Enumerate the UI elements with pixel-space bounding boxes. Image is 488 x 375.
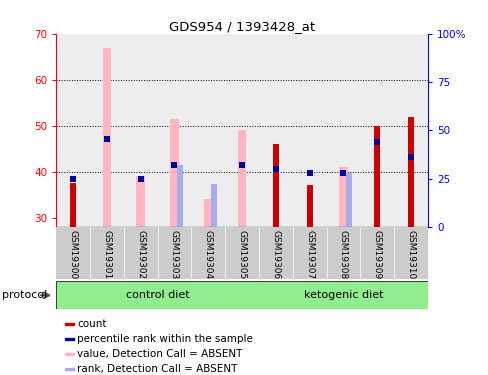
Bar (237, 130, 246, 227)
Bar (259, 227, 292, 279)
Bar (90, 34, 123, 227)
Bar (292, 34, 326, 227)
Text: rank, Detection Call = ABSENT: rank, Detection Call = ABSENT (77, 364, 237, 374)
Bar (203, 199, 212, 227)
Bar (326, 227, 360, 279)
Text: GSM19304: GSM19304 (203, 230, 212, 279)
Bar (65, 323, 74, 326)
Text: GSM19306: GSM19306 (271, 230, 280, 279)
Bar (56, 281, 259, 309)
Bar (393, 227, 427, 279)
Text: protocol: protocol (2, 291, 48, 300)
Bar (360, 34, 393, 227)
Bar (123, 34, 157, 227)
Bar (65, 368, 74, 370)
Bar (65, 353, 74, 355)
Bar (259, 281, 427, 309)
Text: ketogenic diet: ketogenic diet (303, 290, 383, 300)
Bar (259, 34, 292, 227)
Text: GSM19302: GSM19302 (136, 230, 145, 279)
Text: control diet: control diet (125, 290, 189, 300)
Bar (373, 126, 380, 227)
Bar (157, 34, 191, 227)
Bar (70, 183, 76, 227)
Bar (191, 227, 224, 279)
Bar (339, 167, 347, 227)
Bar (360, 227, 393, 279)
Bar (90, 227, 123, 279)
Text: GSM19303: GSM19303 (170, 230, 179, 279)
Text: GSM19310: GSM19310 (406, 230, 415, 279)
Bar (224, 34, 259, 227)
Bar (56, 227, 90, 279)
Bar (407, 117, 413, 227)
Text: count: count (77, 319, 106, 329)
Title: GDS954 / 1393428_at: GDS954 / 1393428_at (169, 20, 314, 33)
Text: GSM19301: GSM19301 (102, 230, 111, 279)
Text: GSM19308: GSM19308 (338, 230, 347, 279)
Bar (177, 165, 183, 227)
Bar (123, 227, 157, 279)
Bar (211, 184, 217, 227)
Text: GSM19300: GSM19300 (68, 230, 78, 279)
Bar (170, 119, 178, 227)
Bar (136, 176, 144, 227)
Bar (191, 34, 224, 227)
Text: GSM19307: GSM19307 (305, 230, 313, 279)
Bar (102, 48, 111, 227)
Bar (224, 227, 259, 279)
Bar (346, 173, 351, 227)
Bar (292, 227, 326, 279)
Bar (56, 34, 90, 227)
Bar (157, 227, 191, 279)
Bar (272, 144, 278, 227)
Text: value, Detection Call = ABSENT: value, Detection Call = ABSENT (77, 349, 242, 359)
Bar (326, 34, 360, 227)
Text: GSM19305: GSM19305 (237, 230, 246, 279)
Text: GSM19309: GSM19309 (372, 230, 381, 279)
Bar (393, 34, 427, 227)
Text: percentile rank within the sample: percentile rank within the sample (77, 334, 252, 344)
Bar (65, 338, 74, 340)
Bar (306, 186, 312, 227)
